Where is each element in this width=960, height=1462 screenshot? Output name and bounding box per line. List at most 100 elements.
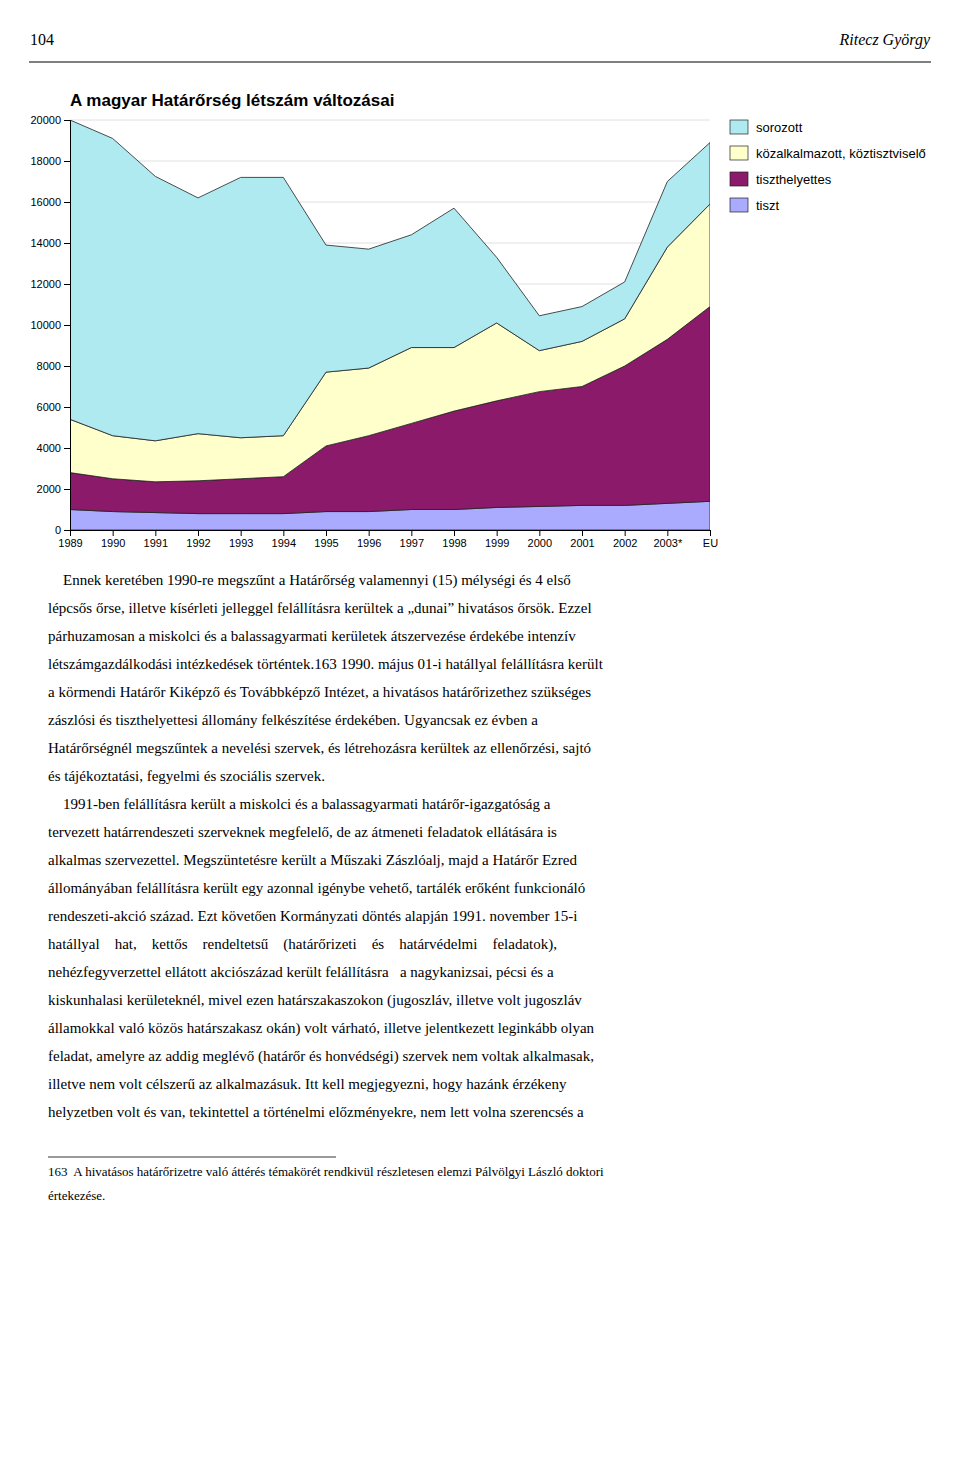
x-tick: 1991 (144, 530, 168, 549)
tick-label: 2000 (37, 483, 61, 495)
tick-mark (369, 530, 370, 536)
legend-item: tiszthelyettes (730, 172, 832, 187)
body-line: 1991-ben felállításra került a miskolci … (48, 796, 551, 812)
legend-swatch (730, 120, 748, 134)
tick-label: 12000 (30, 278, 61, 290)
tick-mark (667, 530, 668, 536)
body-line: feladat, amelyre az addig meglévő (határ… (48, 1048, 594, 1065)
tick-label: 2000 (528, 537, 552, 549)
x-tick: 1993 (229, 530, 253, 549)
chart-title: A magyar Határőrség létszám változásai (70, 91, 394, 110)
footnote-line: 163 A hivatásos határőrizetre való áttér… (48, 1164, 604, 1179)
legend-item: sorozott (730, 120, 803, 135)
legend-swatch (730, 198, 748, 212)
x-tick: 1999 (485, 530, 509, 549)
tick-mark (539, 530, 540, 536)
legend-label: tiszthelyettes (756, 172, 832, 187)
tick-label: 20000 (30, 114, 61, 126)
legend-swatch (730, 146, 748, 160)
header-right: Ritecz György (839, 31, 931, 49)
body-line: rendeszeti-akció század. Ezt követően Ko… (48, 908, 577, 924)
tick-mark (625, 530, 626, 536)
tick-mark (283, 530, 284, 536)
legend-label: tiszt (756, 198, 780, 213)
tick-label: 6000 (37, 401, 61, 413)
tick-mark (64, 530, 70, 531)
tick-mark (64, 120, 70, 121)
tick-mark (497, 530, 498, 536)
y-axis: 0200040006000800010000120001400016000180… (30, 114, 70, 536)
x-tick: 1994 (272, 530, 296, 549)
body-line: helyzetben volt és van, tekintettel a tö… (48, 1104, 584, 1120)
body-line: a körmendi Határőr Kiképző és Továbbképz… (48, 684, 591, 700)
tick-mark (64, 161, 70, 162)
body-line: zászlósi és tiszthelyettesi állomány fel… (48, 712, 538, 728)
tick-label: 14000 (30, 237, 61, 249)
tick-mark (64, 202, 70, 203)
tick-label: 4000 (37, 442, 61, 454)
body-line: államokkal való közös határszakasz okán)… (48, 1020, 595, 1037)
tick-mark (64, 407, 70, 408)
body-line: állományában felállításra került egy azo… (48, 880, 585, 896)
y-tick: 2000 (37, 483, 70, 495)
y-tick: 6000 (37, 401, 70, 413)
grid (70, 120, 710, 530)
y-tick: 18000 (30, 155, 70, 167)
tick-mark (64, 284, 70, 285)
body-line: párhuzamosan a miskolci és a balassagyar… (48, 628, 576, 644)
tick-label: 18000 (30, 155, 61, 167)
tick-label: 10000 (30, 319, 61, 331)
tick-mark (64, 366, 70, 367)
area-series (70, 120, 710, 441)
y-tick: 12000 (30, 278, 70, 290)
grid-line (70, 120, 710, 121)
x-tick: 2000 (528, 530, 552, 549)
tick-mark (64, 448, 70, 449)
body-text: Ennek keretében 1990-re megszűnt a Határ… (48, 572, 604, 1120)
x-tick: 1992 (186, 530, 210, 549)
body-line: tervezett határrendeszeti szerveknek meg… (48, 824, 557, 840)
header-rule (29, 61, 931, 62)
body-line: hatállyal hat, kettős rendeltetsű (határ… (48, 936, 557, 953)
axis-line (71, 531, 711, 537)
tick-label: 1996 (357, 537, 381, 549)
y-tick: 0 (55, 524, 70, 536)
footnote-line: értekezése. (48, 1188, 105, 1203)
x-tick: 2003* (653, 530, 682, 549)
tick-label: 1991 (144, 537, 168, 549)
tick-mark (710, 530, 711, 536)
y-tick: 14000 (30, 237, 70, 249)
tick-mark (70, 530, 71, 536)
body-line: kiskunhalasi kerületeknél, mivel ezen ha… (48, 992, 582, 1009)
tick-label: EU (703, 537, 718, 549)
axis-line (64, 121, 71, 531)
tick-mark (241, 530, 242, 536)
tick-label: 1995 (314, 537, 338, 549)
tick-label: 2003* (653, 537, 682, 549)
legend-swatch (730, 172, 748, 186)
header-left: 104 (30, 31, 54, 48)
tick-mark (113, 530, 114, 536)
body-line: illetve nem volt célszerű az alkalmazásu… (48, 1076, 567, 1092)
tick-mark (454, 530, 455, 536)
tick-mark (198, 530, 199, 536)
body-line: Határőrségnél megszűntek a nevelési szer… (48, 740, 591, 756)
y-tick: 4000 (37, 442, 70, 454)
tick-mark (64, 489, 70, 490)
tick-label: 16000 (30, 196, 61, 208)
x-tick: 1989 (58, 530, 82, 549)
x-tick: 2002 (613, 530, 637, 549)
footnote-rule (48, 1157, 336, 1158)
x-tick: 1998 (442, 530, 466, 549)
tick-label: 2002 (613, 537, 637, 549)
body-line: és tájékoztatási, fegyelmi és szociális … (48, 768, 325, 784)
tick-mark (582, 530, 583, 536)
tick-label: 1997 (400, 537, 424, 549)
tick-label: 1993 (229, 537, 253, 549)
tick-label: 1990 (101, 537, 125, 549)
tick-mark (411, 530, 412, 536)
tick-label: 1989 (58, 537, 82, 549)
x-tick: 1997 (400, 530, 424, 549)
body-line: alkalmas szervezettel. Megszüntetésre ke… (48, 852, 577, 868)
tick-label: 0 (55, 524, 61, 536)
